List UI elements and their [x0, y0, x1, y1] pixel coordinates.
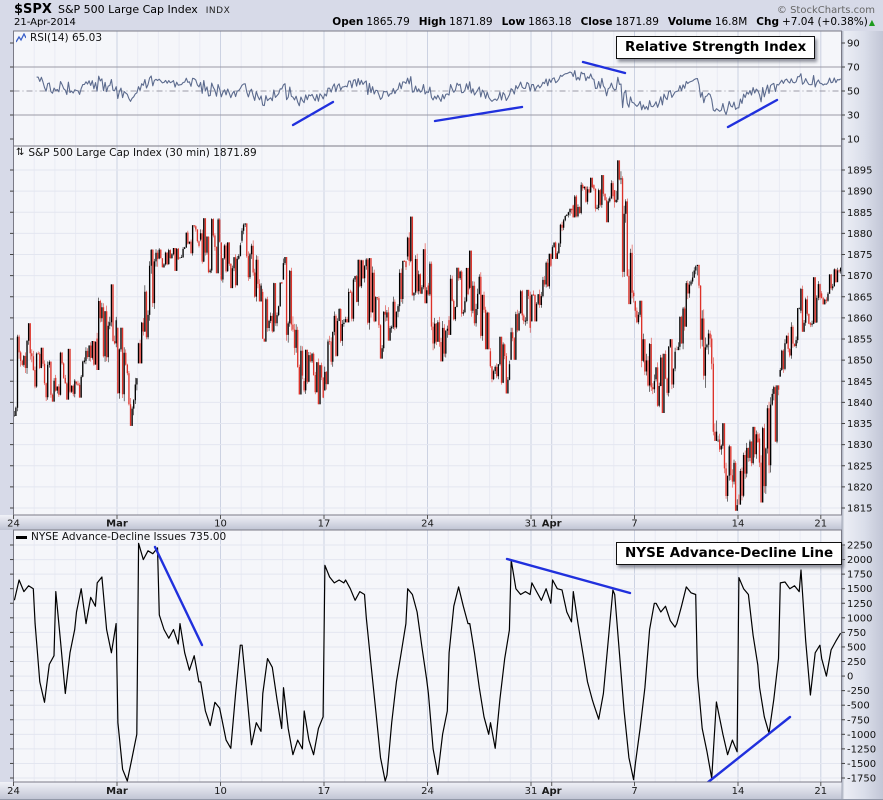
- ad-issues-line: [13, 542, 842, 782]
- svg-text:24: 24: [421, 786, 434, 797]
- svg-text:30: 30: [847, 111, 860, 122]
- svg-text:1875: 1875: [847, 250, 872, 261]
- svg-text:1845: 1845: [847, 377, 872, 388]
- svg-text:1250: 1250: [847, 599, 872, 610]
- svg-text:2250: 2250: [847, 541, 872, 552]
- svg-text:2000: 2000: [847, 555, 872, 566]
- symbol-name: S&P 500 Large Cap Index: [57, 3, 198, 16]
- svg-text:1835: 1835: [847, 419, 872, 430]
- price-candles: [13, 160, 842, 511]
- svg-text:-750: -750: [847, 715, 870, 726]
- change-up-icon: ▲: [868, 18, 875, 27]
- symbol: $SPX: [14, 2, 52, 17]
- svg-text:70: 70: [847, 63, 860, 74]
- chart-header-row1: $SPX S&P 500 Large Cap Index INDX © Stoc…: [14, 2, 875, 17]
- svg-text:-250: -250: [847, 686, 870, 697]
- ad-legend-label: NYSE Advance-Decline Issues 735.00: [31, 531, 227, 543]
- svg-text:1500: 1500: [847, 584, 872, 595]
- svg-text:1870: 1870: [847, 271, 872, 282]
- svg-text:17: 17: [318, 519, 331, 530]
- ad-legend: NYSE Advance-Decline Issues 735.00: [16, 531, 226, 543]
- exchange-tag: INDX: [205, 6, 231, 16]
- svg-text:-1000: -1000: [847, 730, 876, 741]
- svg-text:31: 31: [525, 519, 538, 530]
- svg-text:7: 7: [631, 786, 637, 797]
- svg-text:1855: 1855: [847, 335, 872, 346]
- svg-text:1825: 1825: [847, 461, 872, 472]
- svg-text:1840: 1840: [847, 398, 872, 409]
- svg-text:31: 31: [525, 786, 538, 797]
- svg-text:1895: 1895: [847, 166, 872, 177]
- quote-volume: Volume 16.8M: [667, 16, 748, 28]
- svg-text:21: 21: [814, 519, 827, 530]
- svg-text:7: 7: [631, 519, 637, 530]
- copyright: © StockCharts.com: [776, 5, 875, 16]
- price-arrows-icon: ⇅: [16, 147, 25, 158]
- svg-text:50: 50: [847, 87, 860, 98]
- svg-text:Apr: Apr: [542, 519, 562, 530]
- svg-text:1820: 1820: [847, 482, 872, 493]
- svg-text:10: 10: [214, 519, 227, 530]
- rsi-annotation-box: Relative Strength Index: [616, 36, 816, 59]
- quote-high: High 1871.89: [418, 16, 493, 28]
- ad-line-legend-icon: [16, 535, 27, 539]
- svg-text:Apr: Apr: [542, 786, 562, 797]
- svg-text:-1500: -1500: [847, 759, 876, 770]
- date-axis-strip-mid: [0, 515, 883, 530]
- svg-text:1750: 1750: [847, 570, 872, 581]
- quote-summary: Open 1865.79 High 1871.89 Low 1863.18 Close…: [332, 16, 875, 28]
- rsi-indicator-icon: [16, 33, 26, 43]
- svg-text:14: 14: [732, 519, 745, 530]
- svg-text:24: 24: [421, 519, 434, 530]
- chart-header-row2: 21-Apr-2014 Open 1865.79 High 1871.89 Low 1…: [14, 16, 875, 28]
- svg-text:1000: 1000: [847, 613, 872, 624]
- rsi-legend-label: RSI(14) 65.03: [30, 32, 103, 44]
- chart-date: 21-Apr-2014: [14, 17, 76, 28]
- svg-text:10: 10: [214, 786, 227, 797]
- svg-text:Mar: Mar: [106, 786, 128, 797]
- svg-text:17: 17: [318, 786, 331, 797]
- quote-low: Low 1863.18: [501, 16, 572, 28]
- svg-text:90: 90: [847, 39, 860, 50]
- svg-text:750: 750: [847, 628, 866, 639]
- quote-change: Chg +7.04 (+0.38%)▲: [756, 16, 875, 28]
- svg-text:-500: -500: [847, 701, 870, 712]
- date-axis-strip-bottom: [0, 782, 883, 800]
- svg-text:10: 10: [847, 135, 860, 146]
- svg-text:24: 24: [7, 519, 20, 530]
- svg-text:1890: 1890: [847, 187, 872, 198]
- svg-text:1880: 1880: [847, 229, 872, 240]
- ad-annotation-box: NYSE Advance-Decline Line: [616, 542, 843, 565]
- svg-text:21: 21: [814, 786, 827, 797]
- y-axis-labels: 9070503010189518901885188018751870186518…: [10, 39, 876, 785]
- svg-text:1815: 1815: [847, 504, 872, 515]
- svg-text:500: 500: [847, 642, 866, 653]
- svg-text:1850: 1850: [847, 356, 872, 367]
- right-axis-strip: [841, 31, 883, 800]
- price-legend-label: S&P 500 Large Cap Index (30 min) 1871.89: [28, 147, 257, 159]
- svg-text:24: 24: [7, 786, 20, 797]
- svg-text:1830: 1830: [847, 440, 872, 451]
- svg-text:1865: 1865: [847, 292, 872, 303]
- svg-text:1885: 1885: [847, 208, 872, 219]
- rsi-legend: RSI(14) 65.03: [16, 32, 102, 44]
- quote-close: Close 1871.89: [580, 16, 659, 28]
- rsi-series: [36, 70, 841, 116]
- svg-text:0: 0: [847, 672, 853, 683]
- svg-text:Mar: Mar: [106, 519, 128, 530]
- x-axis-labels: 24 24 Mar Mar 10 10 17 17 24 24 31 31 Apr Apr 7 7 14 14 21…: [7, 515, 827, 797]
- gridlines: [13, 31, 842, 782]
- quote-open: Open 1865.79: [332, 16, 410, 28]
- svg-text:-1750: -1750: [847, 774, 876, 785]
- svg-text:14: 14: [732, 786, 745, 797]
- svg-text:250: 250: [847, 657, 866, 668]
- svg-text:-1250: -1250: [847, 744, 876, 755]
- svg-text:1860: 1860: [847, 313, 872, 324]
- price-legend: ⇅ S&P 500 Large Cap Index (30 min) 1871.…: [16, 147, 257, 159]
- trendlines: [153, 60, 792, 785]
